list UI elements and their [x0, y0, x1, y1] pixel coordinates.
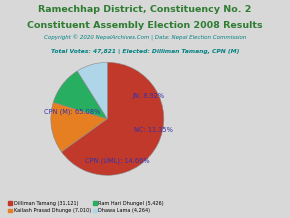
- Wedge shape: [51, 102, 107, 152]
- Wedge shape: [61, 62, 164, 175]
- Legend: Dilliman Tamang (31,121), Kailash Prasad Dhunge (7,010), Ram Hari Dhungel (5,426: Dilliman Tamang (31,121), Kailash Prasad…: [8, 201, 164, 213]
- Text: Constituent Assembly Election 2008 Results: Constituent Assembly Election 2008 Resul…: [27, 21, 263, 30]
- Wedge shape: [53, 71, 107, 119]
- Text: JN: 8.92%: JN: 8.92%: [132, 93, 164, 99]
- Text: CPN (M): 65.08%: CPN (M): 65.08%: [44, 109, 100, 115]
- Text: Copyright © 2020 NepalArchives.Com | Data: Nepal Election Commission: Copyright © 2020 NepalArchives.Com | Dat…: [44, 35, 246, 41]
- Text: CPN (UML): 14.66%: CPN (UML): 14.66%: [85, 158, 150, 164]
- Text: NC: 11.35%: NC: 11.35%: [134, 127, 173, 133]
- Wedge shape: [77, 62, 107, 119]
- Text: Total Votes: 47,821 | Elected: Dilliman Tamang, CPN (M): Total Votes: 47,821 | Elected: Dilliman …: [51, 49, 239, 54]
- Text: Ramechhap District, Constituency No. 2: Ramechhap District, Constituency No. 2: [38, 5, 252, 14]
